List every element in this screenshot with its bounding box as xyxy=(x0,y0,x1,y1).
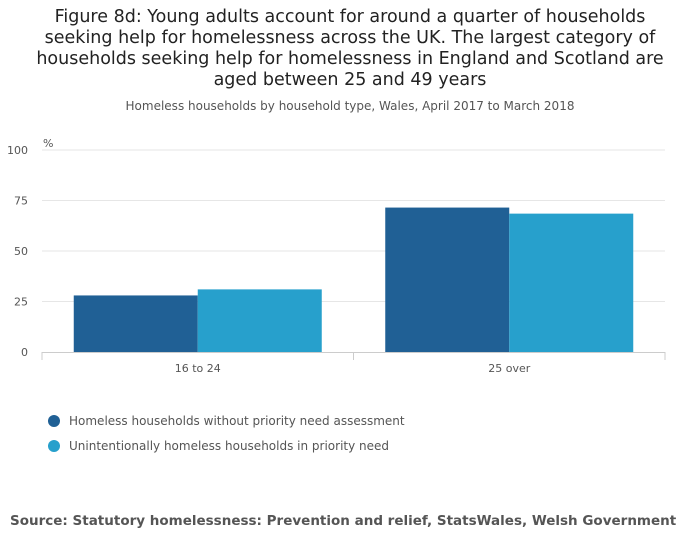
legend-swatch-series-1 xyxy=(48,414,60,427)
bar-25-over-series-1 xyxy=(385,207,510,352)
legend-label-series-2: Unintentionally homeless households in p… xyxy=(69,438,390,453)
y-tick-label: 50 xyxy=(14,245,28,258)
legend-item-series-2[interactable]: Unintentionally homeless households in p… xyxy=(48,433,405,458)
source-note: Source: Statutory homelessness: Preventi… xyxy=(10,513,677,529)
y-tick-label: 25 xyxy=(14,296,28,309)
x-tick-label: 25 over xyxy=(488,362,531,375)
x-tick-label: 16 to 24 xyxy=(175,362,221,375)
legend-label-series-1: Homeless households without priority nee… xyxy=(69,413,405,428)
chart-title: Figure 8d: Young adults account for arou… xyxy=(36,7,664,90)
bar-16-to-24-series-2 xyxy=(197,289,322,352)
y-axis-label: % xyxy=(43,137,53,150)
legend: Homeless households without priority nee… xyxy=(48,408,405,458)
chart-subtitle: Homeless households by household type, W… xyxy=(125,99,575,113)
y-tick-label: 0 xyxy=(21,346,28,359)
y-tick-label: 100 xyxy=(7,144,28,157)
legend-item-series-1[interactable]: Homeless households without priority nee… xyxy=(48,408,405,433)
y-tick-label: 75 xyxy=(14,195,28,208)
legend-swatch-series-2 xyxy=(48,439,60,452)
bar-16-to-24-series-1 xyxy=(73,295,198,352)
bar-25-over-series-2 xyxy=(509,213,634,352)
